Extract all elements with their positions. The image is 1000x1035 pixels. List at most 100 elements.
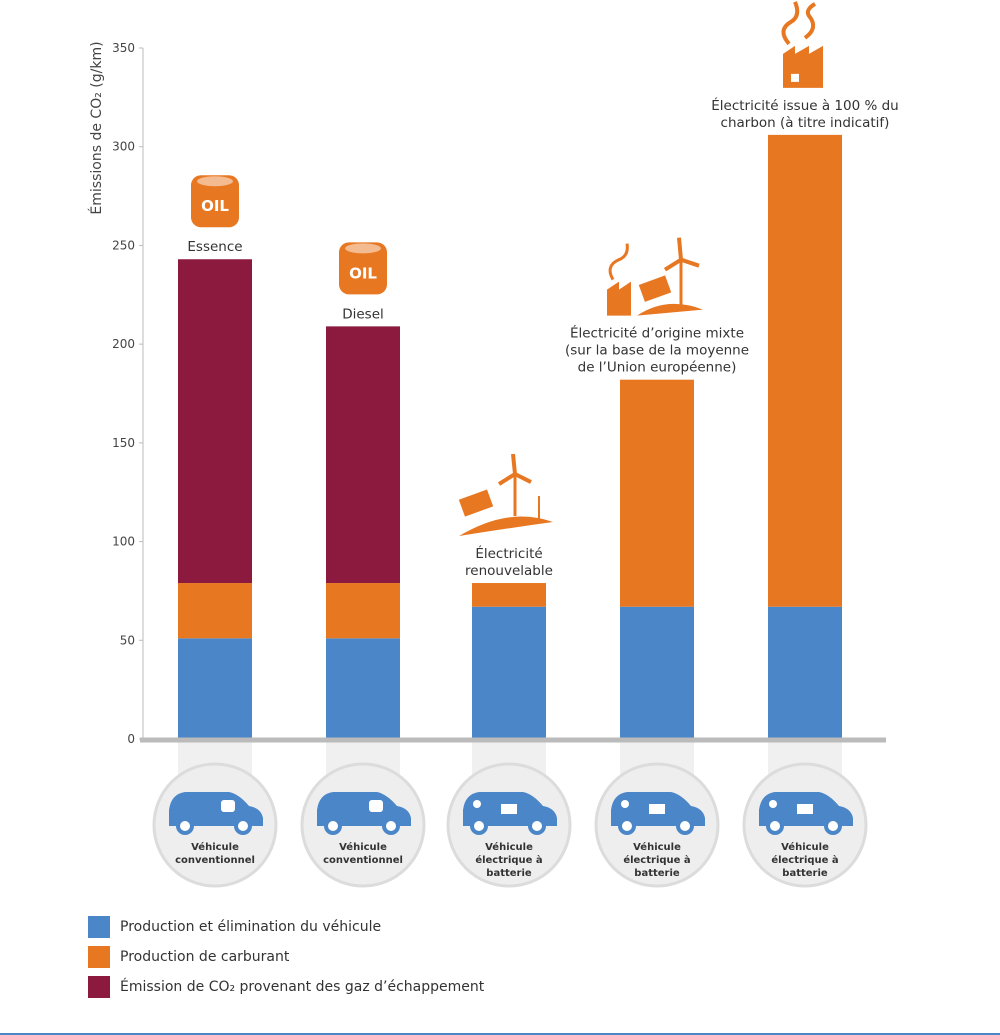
- blades: [497, 453, 532, 486]
- car-body: [317, 792, 411, 826]
- wheel-hub: [386, 821, 396, 831]
- vehicle-label: Véhicule: [633, 841, 681, 853]
- barrel-top: [197, 176, 233, 187]
- vehicle-label: conventionnel: [323, 855, 403, 866]
- y-tick-label: 0: [127, 732, 135, 746]
- vehicle-label: électrique à: [475, 854, 542, 866]
- bar-segment-fuel: [768, 134, 842, 607]
- vehicle-label: Véhicule: [191, 841, 239, 853]
- engine-icon: [221, 800, 235, 812]
- legend-item-exhaust: Émission de CO₂ provenant des gaz d’écha…: [88, 972, 484, 1002]
- bar-segment-exhaust: [178, 259, 252, 584]
- bar-segment-vehicle: [472, 606, 546, 739]
- plug-icon: [473, 800, 481, 808]
- car-body: [169, 792, 263, 826]
- vehicle-label: Véhicule: [339, 841, 387, 853]
- legend-item-fuel: Production de carburant: [88, 942, 484, 972]
- battery-icon: [501, 804, 517, 814]
- smoke: [781, 1, 817, 46]
- vehicle-label: conventionnel: [175, 855, 255, 866]
- bar-segment-fuel: [472, 583, 546, 607]
- bar-segment-exhaust: [326, 326, 400, 584]
- wheel-hub: [474, 821, 484, 831]
- bar-segment-vehicle: [326, 638, 400, 739]
- plug-icon: [621, 800, 629, 808]
- bar-annotation: renouvelable: [465, 563, 553, 579]
- y-tick-label: 250: [112, 238, 135, 252]
- legend-swatch: [88, 916, 110, 938]
- legend-swatch: [88, 946, 110, 968]
- y-tick-label: 300: [112, 140, 135, 154]
- bar-segment-vehicle: [620, 606, 694, 739]
- bar-segment-vehicle: [178, 638, 252, 739]
- bar-segment-fuel: [178, 583, 252, 639]
- oil-barrel-icon: OIL: [191, 175, 239, 228]
- y-tick-label: 100: [112, 535, 135, 549]
- bar-annotation: Électricité issue à 100 % du: [711, 97, 899, 114]
- engine-icon: [369, 800, 383, 812]
- electric-car-icon: [759, 792, 853, 835]
- wheel-hub: [828, 821, 838, 831]
- vehicle-label: Véhicule: [485, 841, 533, 853]
- legend-item-vehicle: Production et élimination du véhicule: [88, 912, 484, 942]
- bar-annotation: (sur la base de la moyenne: [565, 343, 749, 359]
- factory: [783, 45, 823, 88]
- conventional-car-icon: [317, 792, 411, 835]
- battery-icon: [649, 804, 665, 814]
- hill: [459, 516, 553, 537]
- hill: [637, 303, 703, 316]
- y-axis-label: Émissions de CO₂ (g/km): [88, 41, 105, 214]
- bar-segment-fuel: [620, 379, 694, 607]
- y-tick-label: 350: [112, 41, 135, 55]
- bar-annotation: de l’Union européenne): [578, 360, 737, 376]
- wheel-hub: [328, 821, 338, 831]
- blades: [663, 237, 700, 272]
- window: [791, 73, 799, 82]
- vehicle-label: électrique à: [771, 854, 838, 866]
- vehicle-label: batterie: [486, 868, 532, 879]
- electric-car-icon: [611, 792, 705, 835]
- vehicle-label: batterie: [634, 868, 680, 879]
- barrel: [339, 242, 387, 295]
- bottom-border: [0, 1033, 1000, 1035]
- oil-barrel-icon: OIL: [339, 242, 387, 295]
- oil-label: OIL: [349, 264, 377, 282]
- solar-panel: [638, 275, 672, 302]
- bar-annotation: Électricité: [475, 545, 542, 562]
- electric-car-icon: [463, 792, 557, 835]
- y-tick-label: 200: [112, 337, 135, 351]
- wheel-hub: [180, 821, 190, 831]
- bar-annotation: charbon (à titre indicatif): [721, 115, 890, 131]
- y-tick-label: 50: [120, 633, 135, 647]
- barrel-top: [345, 243, 381, 254]
- bar-segment-fuel: [326, 583, 400, 639]
- vehicle-label: Véhicule: [781, 841, 829, 853]
- legend-label: Production de carburant: [120, 949, 290, 965]
- solar-panel: [458, 489, 494, 517]
- wheel-hub: [770, 821, 780, 831]
- bar-segment-vehicle: [768, 606, 842, 739]
- vehicle-label: batterie: [782, 868, 828, 879]
- wheel-hub: [680, 821, 690, 831]
- plug-icon: [769, 800, 777, 808]
- bar-annotation: Diesel: [342, 306, 384, 322]
- conventional-car-icon: [169, 792, 263, 835]
- legend-label: Émission de CO₂ provenant des gaz d’écha…: [120, 979, 485, 995]
- vehicle-label: électrique à: [623, 854, 690, 866]
- barrel: [191, 175, 239, 228]
- wheel-hub: [532, 821, 542, 831]
- coal-factory-icon: [781, 1, 823, 88]
- battery-icon: [797, 804, 813, 814]
- renewable-energy-icon: [458, 453, 553, 537]
- bar-annotation: Essence: [187, 239, 242, 255]
- legend-label: Production et élimination du véhicule: [120, 919, 382, 935]
- y-tick-label: 150: [112, 436, 135, 450]
- oil-label: OIL: [201, 197, 229, 215]
- legend: Production et élimination du véhicule Pr…: [88, 912, 484, 1002]
- factory: [607, 281, 631, 316]
- wheel-hub: [238, 821, 248, 831]
- legend-swatch: [88, 976, 110, 998]
- wheel-hub: [622, 821, 632, 831]
